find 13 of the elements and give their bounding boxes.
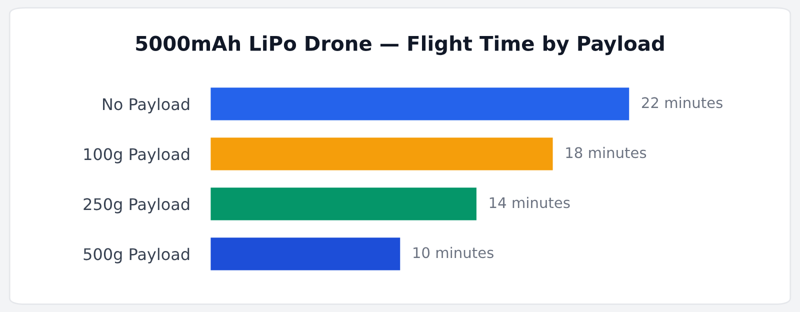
bar [210,86,631,122]
y-tick-label: 500g Payload [84,248,190,264]
data-label: 18 minutes [566,146,646,158]
y-tick-label: 250g Payload [84,198,190,214]
bar [210,136,554,172]
chart-title: 5000mAh LiPo Drone — Flight Time by Payload [136,35,664,56]
y-tick-label: 100g Payload [84,148,190,164]
bar [210,236,402,272]
bar [210,186,478,222]
data-label: 14 minutes [490,196,570,208]
data-label: 10 minutes [414,246,494,258]
data-label: 22 minutes [642,96,722,108]
y-tick-label: No Payload [103,98,190,114]
